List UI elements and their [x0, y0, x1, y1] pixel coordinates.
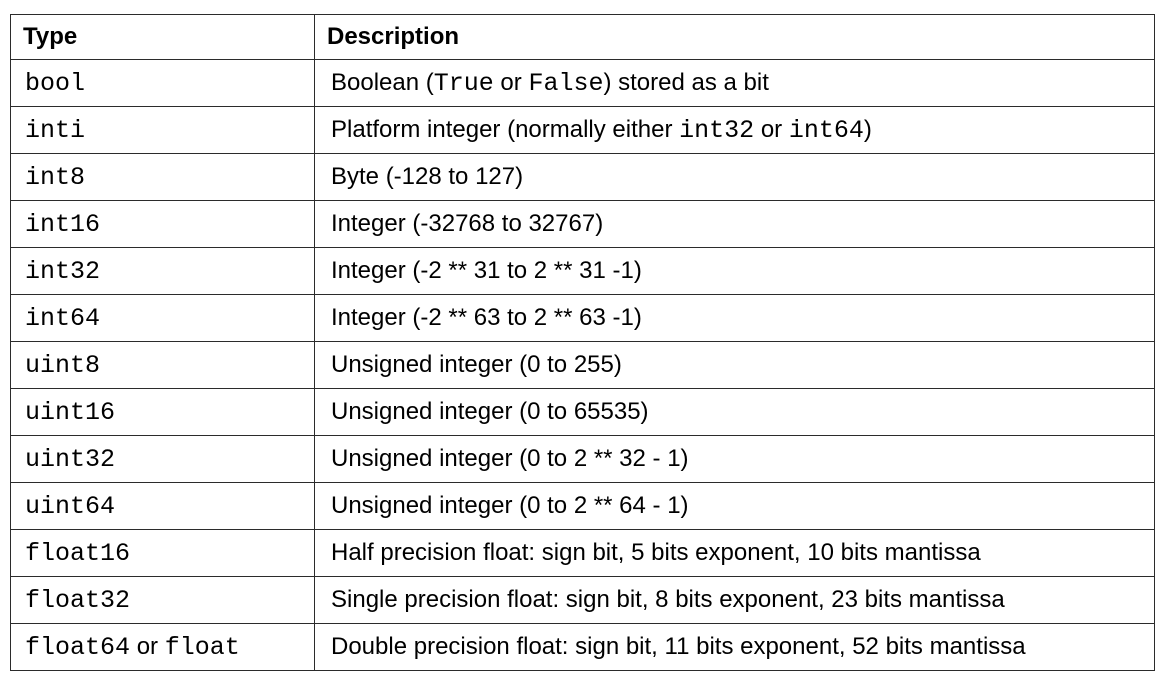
- table-row: uint16 Unsigned integer (0 to 65535): [10, 388, 1155, 436]
- description-text: or: [493, 68, 529, 96]
- table-row: bool Boolean (True or False) stored as a …: [10, 59, 1155, 107]
- description-code-text: int64: [788, 115, 864, 145]
- description-text: Integer (-2 ** 63 to 2 ** 63 -1): [331, 304, 642, 331]
- type-cell: float32: [10, 576, 315, 624]
- data-types-table: Type Description bool Boolean (True or Fa…: [10, 14, 1155, 671]
- type-cell: uint32: [10, 435, 315, 483]
- description-cell: Half precision float: sign bit, 5 bits e…: [314, 529, 1155, 577]
- type-code-text: float: [164, 632, 240, 662]
- description-text: ) stored as a bit: [603, 68, 769, 96]
- type-code-text: uint8: [25, 350, 101, 380]
- type-code-text: uint32: [25, 444, 116, 474]
- description-text: Integer (-32768 to 32767): [331, 210, 604, 237]
- type-cell: uint8: [10, 341, 315, 389]
- description-cell: Unsigned integer (0 to 255): [314, 341, 1155, 389]
- type-code-text: bool: [25, 68, 86, 98]
- description-text: Byte (-128 to 127): [331, 163, 524, 190]
- type-cell: int64: [10, 294, 315, 342]
- description-text: Unsigned integer (0 to 255): [331, 351, 622, 378]
- description-cell: Byte (-128 to 127): [314, 153, 1155, 201]
- description-text: Unsigned integer (0 to 2 ** 64 - 1): [331, 492, 689, 519]
- table-row: uint32 Unsigned integer (0 to 2 ** 32 - 1…: [10, 435, 1155, 483]
- type-cell: bool: [10, 59, 315, 107]
- type-cell: inti: [10, 106, 315, 154]
- type-cell: int32: [10, 247, 315, 295]
- table-row: inti Platform integer (normally either in…: [10, 106, 1155, 154]
- type-cell: int16: [10, 200, 315, 248]
- type-cell: uint16: [10, 388, 315, 436]
- type-code-text: int32: [25, 256, 101, 286]
- table-header: Type Description: [10, 14, 1155, 60]
- table-row: float16 Half precision float: sign bit, 5…: [10, 529, 1155, 577]
- description-code-text: int32: [679, 115, 755, 145]
- description-cell: Unsigned integer (0 to 2 ** 32 - 1): [314, 435, 1155, 483]
- type-code-text: int64: [25, 303, 101, 333]
- description-text: Platform integer (normally either: [331, 115, 680, 143]
- description-column-header: Description: [314, 14, 1155, 60]
- type-code-text: int16: [25, 209, 101, 239]
- description-cell: Unsigned integer (0 to 65535): [314, 388, 1155, 436]
- data-types-table-container: Type Description bool Boolean (True or Fa…: [10, 14, 1155, 671]
- description-cell: Platform integer (normally either int32 …: [314, 106, 1155, 154]
- description-cell: Double precision float: sign bit, 11 bit…: [314, 623, 1155, 671]
- type-code-text: float64: [25, 632, 131, 662]
- type-code-text: uint16: [25, 397, 116, 427]
- description-text: Double precision float: sign bit, 11 bit…: [331, 633, 1026, 660]
- description-text: Unsigned integer (0 to 2 ** 32 - 1): [331, 445, 689, 472]
- description-cell: Integer (-2 ** 63 to 2 ** 63 -1): [314, 294, 1155, 342]
- description-text: Boolean (: [331, 68, 434, 96]
- type-cell: float64 or float: [10, 623, 315, 671]
- type-code-text: float32: [25, 585, 131, 615]
- description-code-text: False: [528, 68, 604, 98]
- type-code-text: uint64: [25, 491, 116, 521]
- table-row: uint8 Unsigned integer (0 to 255): [10, 341, 1155, 389]
- header-row: Type Description: [10, 14, 1155, 60]
- type-code-text: int8: [25, 162, 86, 192]
- description-text: Single precision float: sign bit, 8 bits…: [331, 586, 1005, 613]
- description-text: or: [754, 115, 789, 143]
- type-cell: float16: [10, 529, 315, 577]
- description-text: Half precision float: sign bit, 5 bits e…: [331, 539, 981, 566]
- description-cell: Boolean (True or False) stored as a bit: [314, 59, 1155, 107]
- type-column-header: Type: [10, 14, 315, 60]
- table-row: int16 Integer (-32768 to 32767): [10, 200, 1155, 248]
- description-cell: Integer (-2 ** 31 to 2 ** 31 -1): [314, 247, 1155, 295]
- table-row: int32 Integer (-2 ** 31 to 2 ** 31 -1): [10, 247, 1155, 295]
- description-cell: Integer (-32768 to 32767): [314, 200, 1155, 248]
- table-row: float32 Single precision float: sign bit,…: [10, 576, 1155, 624]
- table-row: int64 Integer (-2 ** 63 to 2 ** 63 -1): [10, 294, 1155, 342]
- table-row: float64 or float Double precision float: …: [10, 623, 1155, 671]
- description-text: Integer (-2 ** 31 to 2 ** 31 -1): [331, 257, 642, 284]
- table-row: uint64 Unsigned integer (0 to 2 ** 64 - 1…: [10, 482, 1155, 530]
- description-text: Unsigned integer (0 to 65535): [331, 398, 649, 425]
- type-code-text: float16: [25, 538, 131, 568]
- description-cell: Unsigned integer (0 to 2 ** 64 - 1): [314, 482, 1155, 530]
- type-cell: int8: [10, 153, 315, 201]
- table-row: int8 Byte (-128 to 127): [10, 153, 1155, 201]
- type-connector-text: or: [130, 632, 165, 660]
- table-body: bool Boolean (True or False) stored as a …: [10, 59, 1155, 671]
- description-code-text: True: [433, 68, 494, 98]
- type-cell: uint64: [10, 482, 315, 530]
- description-text: ): [863, 115, 872, 143]
- type-code-text: inti: [25, 115, 86, 145]
- description-cell: Single precision float: sign bit, 8 bits…: [314, 576, 1155, 624]
